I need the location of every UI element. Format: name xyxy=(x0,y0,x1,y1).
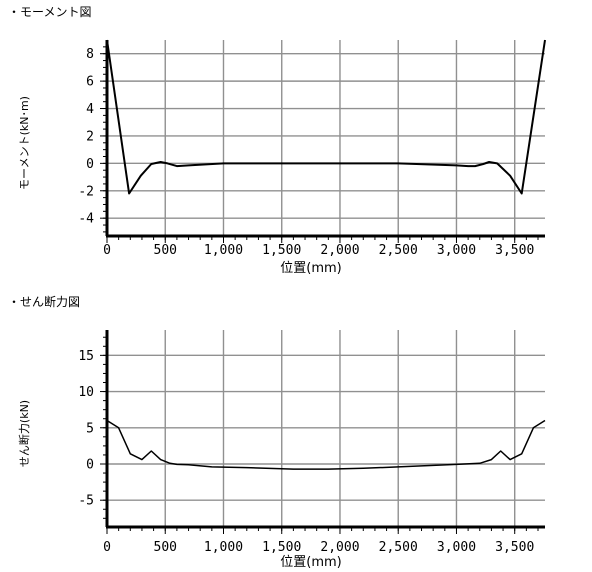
x-axis-title: 位置(mm) xyxy=(280,261,341,276)
y-tick-label: -5 xyxy=(78,494,94,509)
x-tick-label: 1,000 xyxy=(204,540,243,555)
series-line xyxy=(106,39,546,195)
x-tick-label: 0 xyxy=(103,243,111,258)
y-tick-label: 10 xyxy=(78,385,94,400)
y-tick-label: -4 xyxy=(78,212,94,227)
y-tick-label: 15 xyxy=(78,349,94,364)
x-tick-label: 2,500 xyxy=(379,243,418,258)
x-tick-label: 1,500 xyxy=(262,243,301,258)
chart-title: ・せん断力図 xyxy=(8,294,80,309)
y-tick-label: 5 xyxy=(86,421,94,436)
y-tick-label: 4 xyxy=(86,102,94,117)
chart-1: ・モーメント図 0 500 1,000 1,500 2,000 2,500 3,000 3,50… xyxy=(8,5,546,276)
x-axis-title: 位置(mm) xyxy=(280,555,341,570)
y-axis-title: モーメント(kN･m) xyxy=(18,96,31,190)
x-tick-label: 2,000 xyxy=(320,243,359,258)
chart-2: ・せん断力図 0 500 1,000 1,500 2,000 2,500 3,000 3,500… xyxy=(8,294,546,570)
y-tick-label: 8 xyxy=(86,47,94,62)
x-tick-label: 1,500 xyxy=(262,540,301,555)
x-tick-label: 3,000 xyxy=(437,243,476,258)
y-tick-label: 0 xyxy=(86,457,94,472)
x-tick-label: 1,000 xyxy=(204,243,243,258)
y-tick-label: 2 xyxy=(86,129,94,144)
y-tick-label: 0 xyxy=(86,157,94,172)
x-tick-label: 3,500 xyxy=(495,243,534,258)
x-tick-label: 3,500 xyxy=(495,540,534,555)
y-axis-title: せん断力(kN) xyxy=(17,400,31,467)
y-tick-label: 6 xyxy=(86,75,94,90)
x-tick-label: 500 xyxy=(154,243,177,258)
x-tick-label: 2,500 xyxy=(379,540,418,555)
x-tick-label: 2,000 xyxy=(320,540,359,555)
x-tick-label: 500 xyxy=(154,540,177,555)
x-tick-label: 3,000 xyxy=(437,540,476,555)
series-line xyxy=(106,419,546,470)
y-tick-label: -2 xyxy=(78,184,94,199)
chart-title: ・モーメント図 xyxy=(8,5,92,19)
x-tick-label: 0 xyxy=(103,540,111,555)
